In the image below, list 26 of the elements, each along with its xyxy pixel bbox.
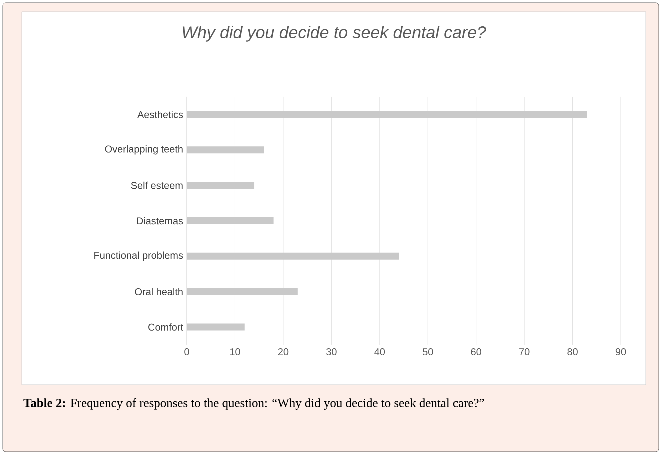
y-tick-label: Self esteem (131, 182, 183, 190)
x-tick-label: 20 (278, 348, 289, 356)
bar (187, 217, 274, 224)
y-tick-label: Overlapping teeth (105, 145, 183, 155)
bar (187, 252, 400, 260)
bar (187, 111, 588, 118)
x-tick-label: 80 (568, 348, 578, 356)
x-tick-label: 90 (616, 348, 626, 356)
x-tick-label: 10 (230, 348, 240, 356)
y-tick-label: Functional problems (94, 252, 184, 262)
y-tick-label: Aesthetics (138, 111, 184, 118)
x-tick-label: 40 (374, 348, 386, 356)
x-tick-label: 30 (326, 348, 337, 356)
bar (187, 288, 298, 296)
x-tick-label: 0 (184, 348, 190, 356)
bar (187, 146, 264, 154)
y-tick-label: Diastemas (137, 217, 184, 225)
y-tick-label: Oral health (135, 288, 183, 296)
x-tick-label: 60 (471, 348, 482, 356)
bar (187, 324, 245, 331)
bar (187, 182, 255, 190)
chart-title: Why did you decide to seek dental care? (182, 26, 486, 42)
x-tick-label: 70 (520, 348, 530, 356)
x-tick-label: 50 (422, 348, 434, 356)
y-tick-label: Comfort (148, 324, 184, 331)
text: Table 2: Frequency of responses to the question: “Why did you decide to seek dental care?” (24, 398, 484, 410)
